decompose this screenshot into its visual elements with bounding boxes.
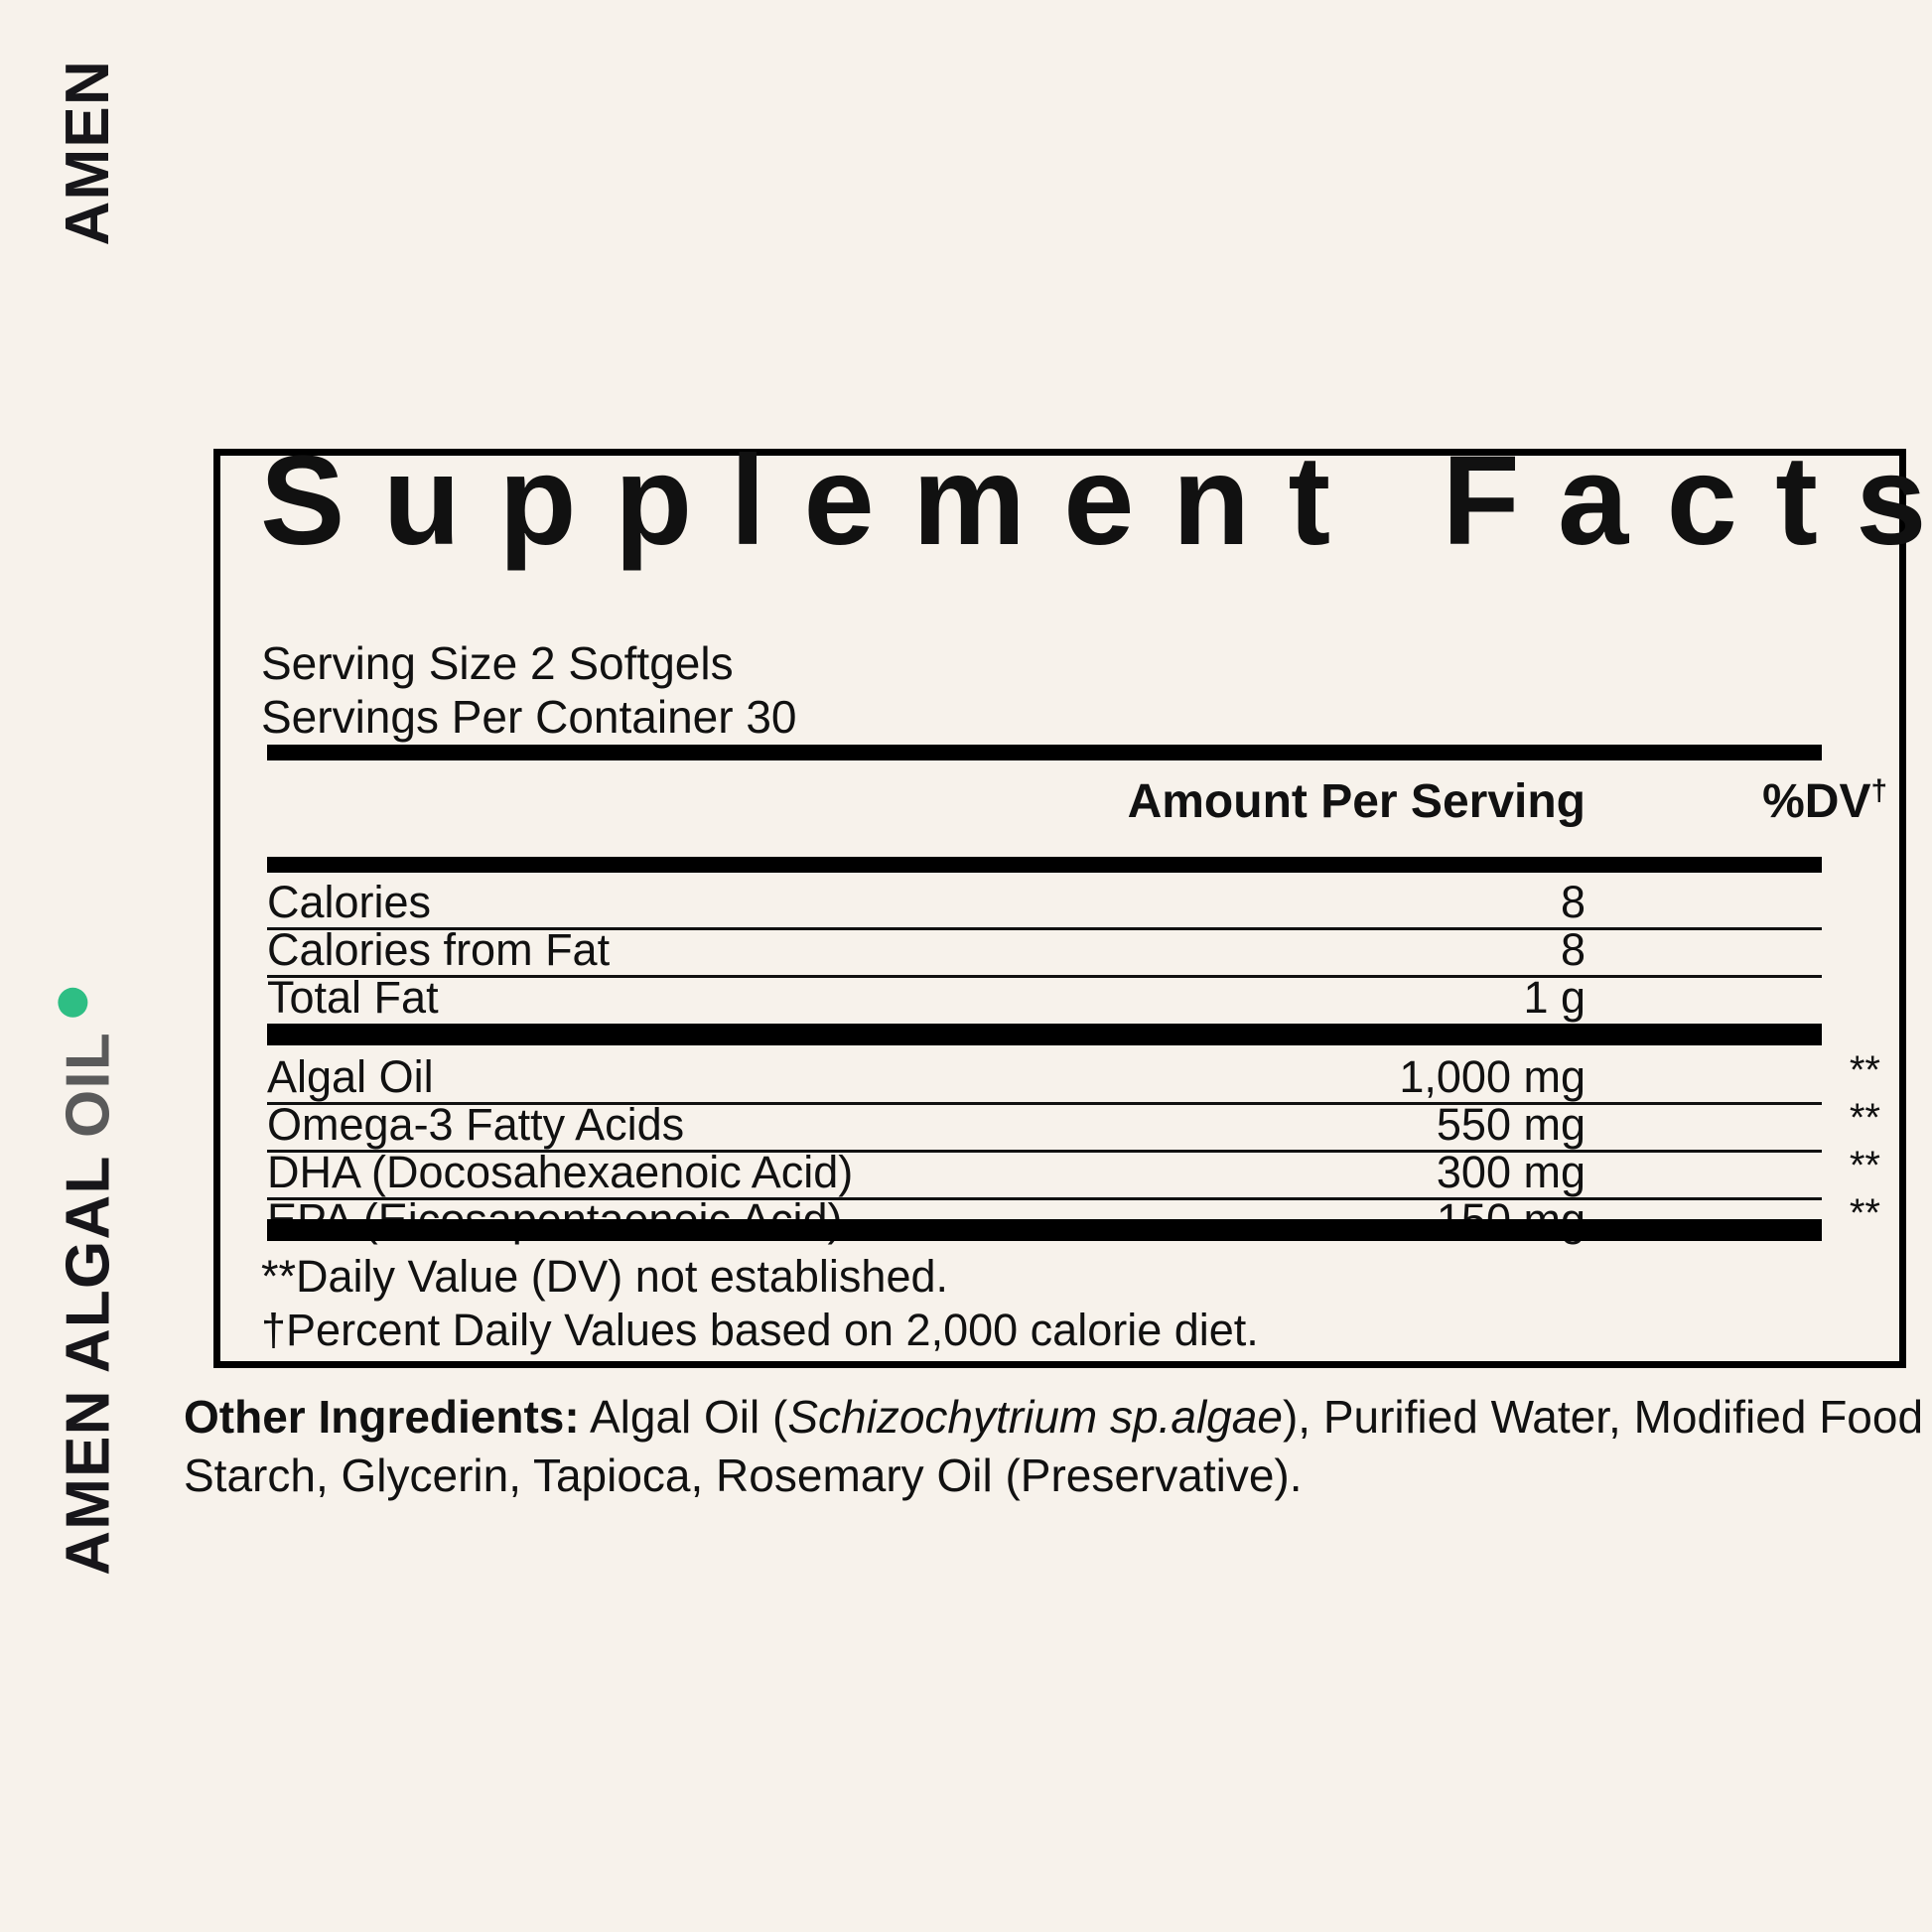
row-dv: ** xyxy=(1849,1144,1880,1187)
table-row: Calories from Fat 8 xyxy=(267,926,1822,974)
row-amount: 8 xyxy=(1560,877,1586,927)
row-divider xyxy=(267,927,1822,930)
table-row: Calories 8 xyxy=(267,879,1822,926)
row-name: Calories from Fat xyxy=(267,924,611,975)
supplement-facts-panel: Supplement Facts Serving Size 2 Softgels… xyxy=(213,430,1926,1368)
row-dv: ** xyxy=(1849,1096,1880,1140)
row-name: Total Fat xyxy=(267,972,439,1023)
other-ingredients-pre: Algal Oil ( xyxy=(579,1391,788,1443)
amount-per-serving-header: Amount Per Serving xyxy=(1127,775,1586,828)
row-divider xyxy=(267,1150,1822,1153)
other-ingredients-label: Other Ingredients: xyxy=(184,1391,580,1443)
servings-per-container: Servings Per Container 30 xyxy=(261,690,797,743)
row-name: Algal Oil xyxy=(267,1051,434,1102)
table-row: Total Fat 1 g xyxy=(267,974,1822,1022)
serving-size: Serving Size 2 Softgels xyxy=(261,637,734,689)
row-divider xyxy=(267,1102,1822,1105)
divider-bar-footnotes xyxy=(267,1219,1822,1241)
brand-mark-top-label: AMEN xyxy=(54,60,122,246)
other-ingredients-species: Schizochytrium sp.algae xyxy=(787,1391,1283,1443)
column-header-row: Amount Per Serving %DV† xyxy=(267,771,1887,833)
row-name: DHA (Docosahexaenoic Acid) xyxy=(267,1147,854,1197)
row-amount: 300 mg xyxy=(1436,1147,1586,1197)
row-amount: 550 mg xyxy=(1436,1099,1586,1150)
brand-mark-bottom-gray: OIL xyxy=(54,1032,123,1139)
brand-mark-bottom: AMEN ALGAL OIL xyxy=(54,988,122,1576)
supplement-facts-inner: Supplement Facts Serving Size 2 Softgels… xyxy=(260,430,1926,1361)
divider-bar-top xyxy=(267,745,1822,760)
percent-dv-header: %DV† xyxy=(1762,774,1887,828)
row-amount: 1,000 mg xyxy=(1399,1051,1586,1102)
row-name: Omega-3 Fatty Acids xyxy=(267,1099,685,1150)
divider-bar-ingredients xyxy=(267,1024,1822,1045)
table-row: Omega-3 Fatty Acids 550 mg ** xyxy=(267,1098,1880,1150)
footnote-dv-not-established: **Daily Value (DV) not established. xyxy=(261,1251,949,1302)
brand-accent-dot-icon xyxy=(58,988,87,1018)
serving-info: Serving Size 2 Softgels Servings Per Con… xyxy=(261,637,797,745)
divider-bar-header xyxy=(267,857,1822,873)
page-title: Supplement Facts xyxy=(260,430,1932,572)
dagger-marker: † xyxy=(1870,774,1887,807)
row-dv: ** xyxy=(1849,1048,1880,1092)
other-ingredients-post: ), Purified Water, Modified Food Starch,… xyxy=(184,1391,1924,1501)
row-dv: ** xyxy=(1849,1191,1880,1235)
footnotes: **Daily Value (DV) not established. †Per… xyxy=(261,1250,1259,1357)
row-divider xyxy=(267,975,1822,978)
footnote-percent-daily-values: †Percent Daily Values based on 2,000 cal… xyxy=(261,1305,1259,1355)
row-amount: 8 xyxy=(1560,924,1586,975)
other-ingredients-paragraph: Other Ingredients: Algal Oil (Schizochyt… xyxy=(184,1388,1932,1505)
row-divider xyxy=(267,1197,1822,1200)
row-name: Calories xyxy=(267,877,432,927)
table-row: DHA (Docosahexaenoic Acid) 300 mg ** xyxy=(267,1146,1880,1197)
row-amount: 1 g xyxy=(1523,972,1586,1023)
brand-mark-bottom-black: AMEN ALGAL xyxy=(54,1138,123,1576)
table-row: Algal Oil 1,000 mg ** xyxy=(267,1050,1880,1102)
brand-mark-top: AMEN xyxy=(54,60,122,246)
